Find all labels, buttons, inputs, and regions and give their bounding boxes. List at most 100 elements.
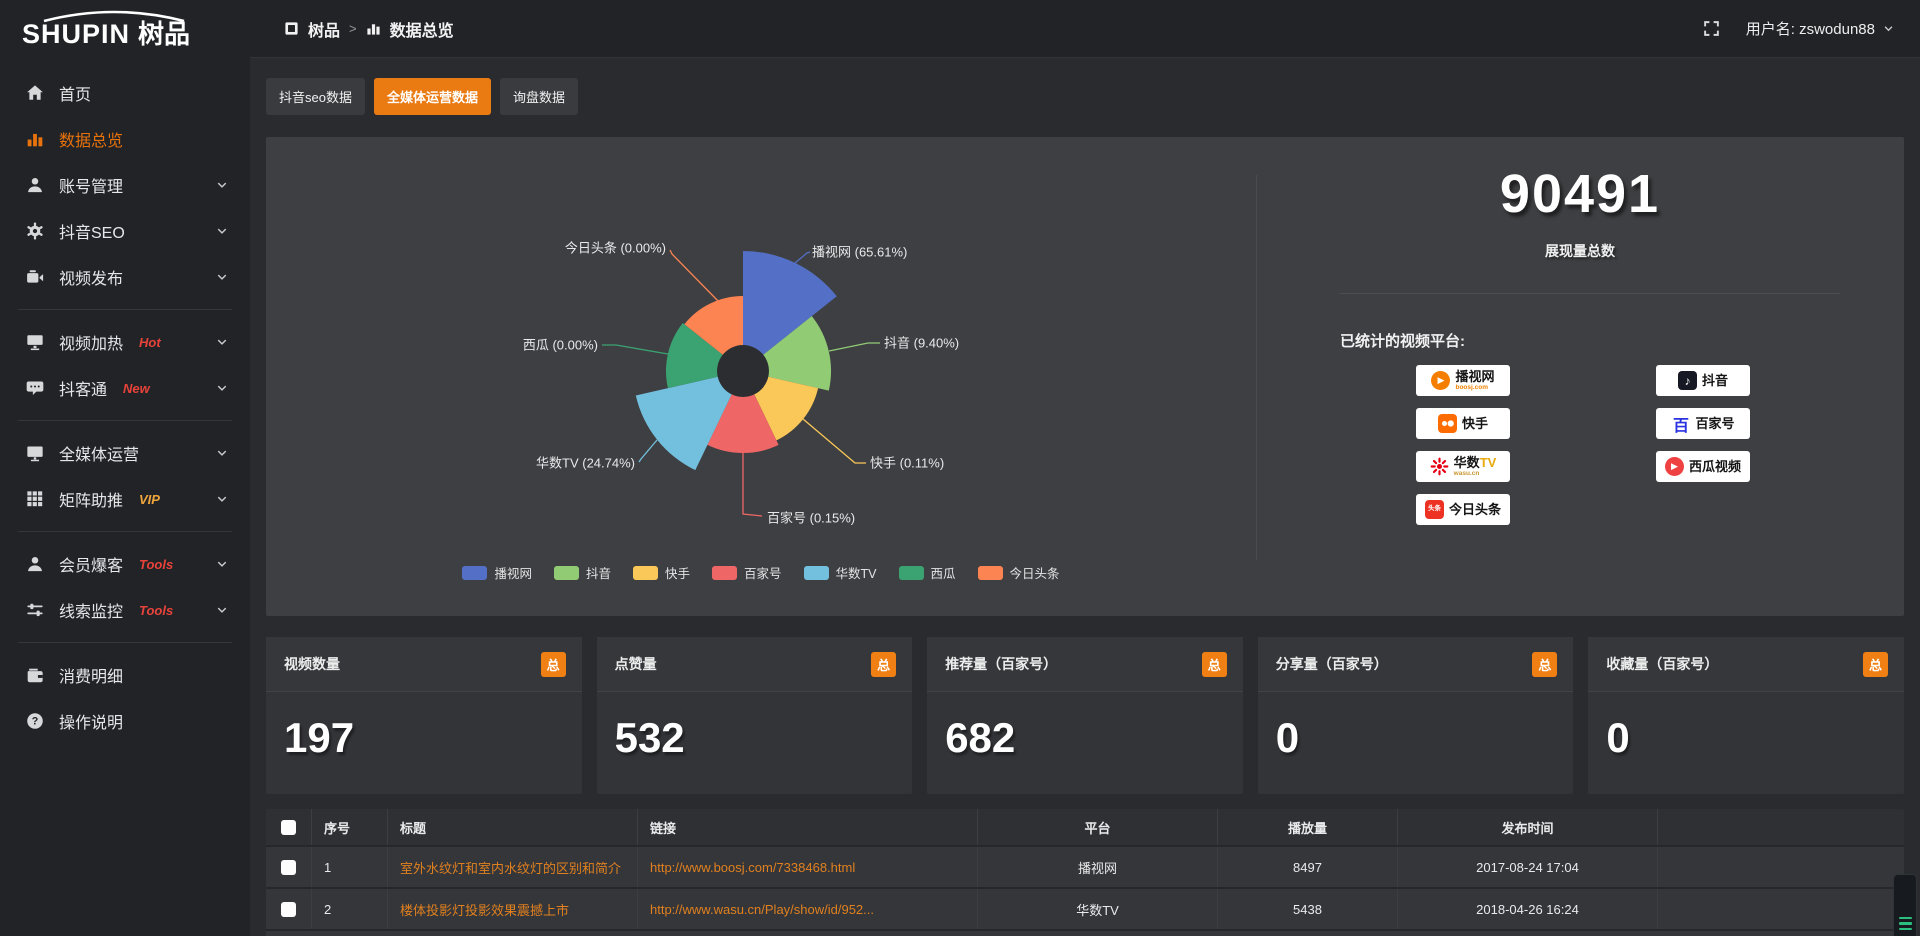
legend-item-5[interactable]: 西瓜: [898, 563, 956, 582]
stat-card-header: 推荐量（百家号） 总: [927, 637, 1243, 692]
platforms-title: 已统计的视频平台:: [1340, 333, 1465, 350]
topbar: 树品 > 数据总览 用户名: zswodun88: [250, 0, 1920, 58]
video-title-link[interactable]: 室外水纹灯和室内水纹灯的区别和简介: [400, 860, 622, 876]
row-checkbox[interactable]: [281, 901, 296, 917]
legend-item-1[interactable]: 抖音: [553, 563, 611, 582]
pie-slice-0[interactable]: [743, 251, 837, 355]
stat-card-4: 收藏量（百家号） 总 0: [1588, 637, 1904, 794]
svg-text:?: ?: [32, 716, 39, 728]
pie-slice-2[interactable]: [754, 376, 819, 441]
legend-item-0[interactable]: 播视网: [462, 563, 532, 582]
legend-swatch: [977, 565, 1003, 580]
monitor-icon: [26, 444, 44, 462]
sidebar-item-2[interactable]: 账号管理: [0, 165, 250, 205]
pie-label-0: 播视网 (65.61%): [812, 245, 907, 260]
video-title-link[interactable]: 楼体投影灯投影效果震撼上市: [400, 902, 570, 918]
sidebar-item-0[interactable]: 首页: [0, 73, 250, 113]
sidebar-item-label: 视频发布: [59, 271, 124, 288]
row-checkbox[interactable]: [281, 859, 296, 875]
legend-swatch: [632, 565, 658, 580]
stat-card-header: 收藏量（百家号） 总: [1588, 637, 1904, 692]
sidebar-item-tag: New: [123, 380, 150, 396]
legend-label: 华数TV: [835, 567, 877, 581]
pie-slice-1[interactable]: [763, 316, 832, 391]
sidebar-item-7[interactable]: 全媒体运营: [0, 433, 250, 473]
sidebar-item-6[interactable]: 抖客通 New: [0, 368, 250, 408]
breadcrumb-root[interactable]: 树品: [308, 22, 341, 40]
baijiahao-logo-icon: 百: [1672, 417, 1689, 435]
stat-card-total-badge: 总: [1532, 651, 1558, 677]
legend-label: 播视网: [494, 567, 532, 581]
cell-platform: 播视网: [978, 847, 1218, 887]
legend-item-6[interactable]: 今日头条: [977, 563, 1060, 582]
user2-icon: [26, 555, 44, 573]
video-url-link[interactable]: http://www.wasu.cn/Play/show/id/952...: [650, 901, 874, 917]
pie-label-3: 百家号 (0.15%): [767, 511, 855, 526]
cell-time: 2017-08-24 17:04: [1398, 847, 1658, 887]
sidebar-item-tag: Tools: [139, 602, 174, 618]
platform-name: 播视网: [1455, 369, 1495, 385]
legend-label: 百家号: [744, 567, 782, 581]
sidebar-item-1[interactable]: 数据总览: [0, 119, 250, 159]
user-icon: [26, 176, 44, 194]
main-content: 抖音seo数据 全媒体运营数据 询盘数据 播视网 (65.61%) 抖音 (9.40%…: [250, 58, 1920, 936]
sidebar-item-label: 线索监控: [59, 604, 124, 621]
sidebar-item-8[interactable]: 矩阵助推 VIP: [0, 479, 250, 519]
sidebar-item-11[interactable]: 消费明细: [0, 655, 250, 695]
stat-card-total-badge: 总: [1201, 651, 1227, 677]
breadcrumb: 树品 > 数据总览: [284, 17, 454, 41]
tab-1[interactable]: 全媒体运营数据: [373, 78, 491, 115]
stat-card-1: 点赞量 总 532: [596, 637, 913, 794]
floating-widget[interactable]: [1893, 874, 1917, 936]
legend-item-3[interactable]: 百家号: [712, 563, 782, 582]
breadcrumb-current[interactable]: 数据总览: [389, 22, 454, 40]
sidebar-item-label: 全媒体运营: [59, 447, 140, 464]
fullscreen-icon[interactable]: [1703, 20, 1720, 37]
tab-2[interactable]: 询盘数据: [499, 78, 578, 115]
stat-card-title: 分享量（百家号）: [1275, 656, 1388, 672]
legend-item-4[interactable]: 华数TV: [803, 563, 877, 582]
sidebar-item-9[interactable]: 会员爆客 Tools: [0, 544, 250, 584]
stat-card-header: 分享量（百家号） 总: [1257, 637, 1574, 692]
douyin-logo-icon: ♪: [1677, 371, 1697, 390]
chart-legend: 播视网 抖音 快手 百家号 华数TV 西瓜 今日头条: [266, 563, 1256, 582]
page-doc-icon: [284, 21, 299, 36]
sidebar-item-label: 操作说明: [59, 715, 124, 732]
platform-name: 西瓜视频: [1688, 458, 1741, 474]
sidebar-divider: [18, 531, 232, 532]
stat-card-value: 532: [614, 714, 685, 761]
sidebar-item-4[interactable]: 视频发布: [0, 257, 250, 297]
video-url-link[interactable]: http://www.boosj.com/7338468.html: [650, 859, 856, 875]
platform-badge-xigua: ▶ 西瓜视频: [1656, 451, 1750, 482]
stat-card-total-badge: 总: [540, 651, 566, 677]
pie-slice-5[interactable]: [665, 323, 723, 389]
sidebar-item-label: 抖音SEO: [59, 225, 125, 242]
sidebar-item-5[interactable]: 视频加热 Hot: [0, 322, 250, 362]
sidebar-item-3[interactable]: 抖音SEO: [0, 211, 250, 251]
pie-slice-4[interactable]: [635, 376, 732, 471]
sidebar-item-10[interactable]: 线索监控 Tools: [0, 590, 250, 630]
tab-0[interactable]: 抖音seo数据: [266, 78, 365, 115]
legend-swatch: [462, 565, 488, 580]
username-label: 用户名: zswodun88: [1745, 21, 1875, 38]
sidebar: SHUPIN 树品 首页数据总览账号管理抖音SEO 视频发布视频加热 Hot 抖客通 N…: [0, 0, 250, 936]
platform-name: 快手: [1461, 415, 1488, 431]
stat-card-total-badge: 总: [1862, 651, 1888, 677]
bar-icon: [26, 130, 44, 148]
header-plays: 播放量: [1218, 809, 1398, 845]
pie-slice-6[interactable]: [684, 296, 743, 355]
sidebar-item-label: 会员爆客: [59, 558, 124, 575]
legend-swatch: [803, 565, 829, 580]
app-logo[interactable]: SHUPIN 树品: [0, 0, 250, 59]
boosj-logo-icon: ▶: [1431, 371, 1451, 390]
cell-plays: 8497: [1218, 847, 1398, 887]
panel-divider: [1256, 175, 1257, 560]
gear-icon: [26, 222, 44, 240]
pie-label-6: 今日头条 (0.00%): [565, 241, 666, 256]
legend-item-2[interactable]: 快手: [632, 563, 690, 582]
stat-card-3: 分享量（百家号） 总 0: [1257, 637, 1574, 794]
select-all-checkbox[interactable]: [281, 819, 296, 835]
pie-slice-3[interactable]: [707, 394, 779, 454]
sidebar-item-12[interactable]: ? 操作说明: [0, 701, 250, 741]
user-menu[interactable]: 用户名: zswodun88: [1746, 18, 1894, 39]
